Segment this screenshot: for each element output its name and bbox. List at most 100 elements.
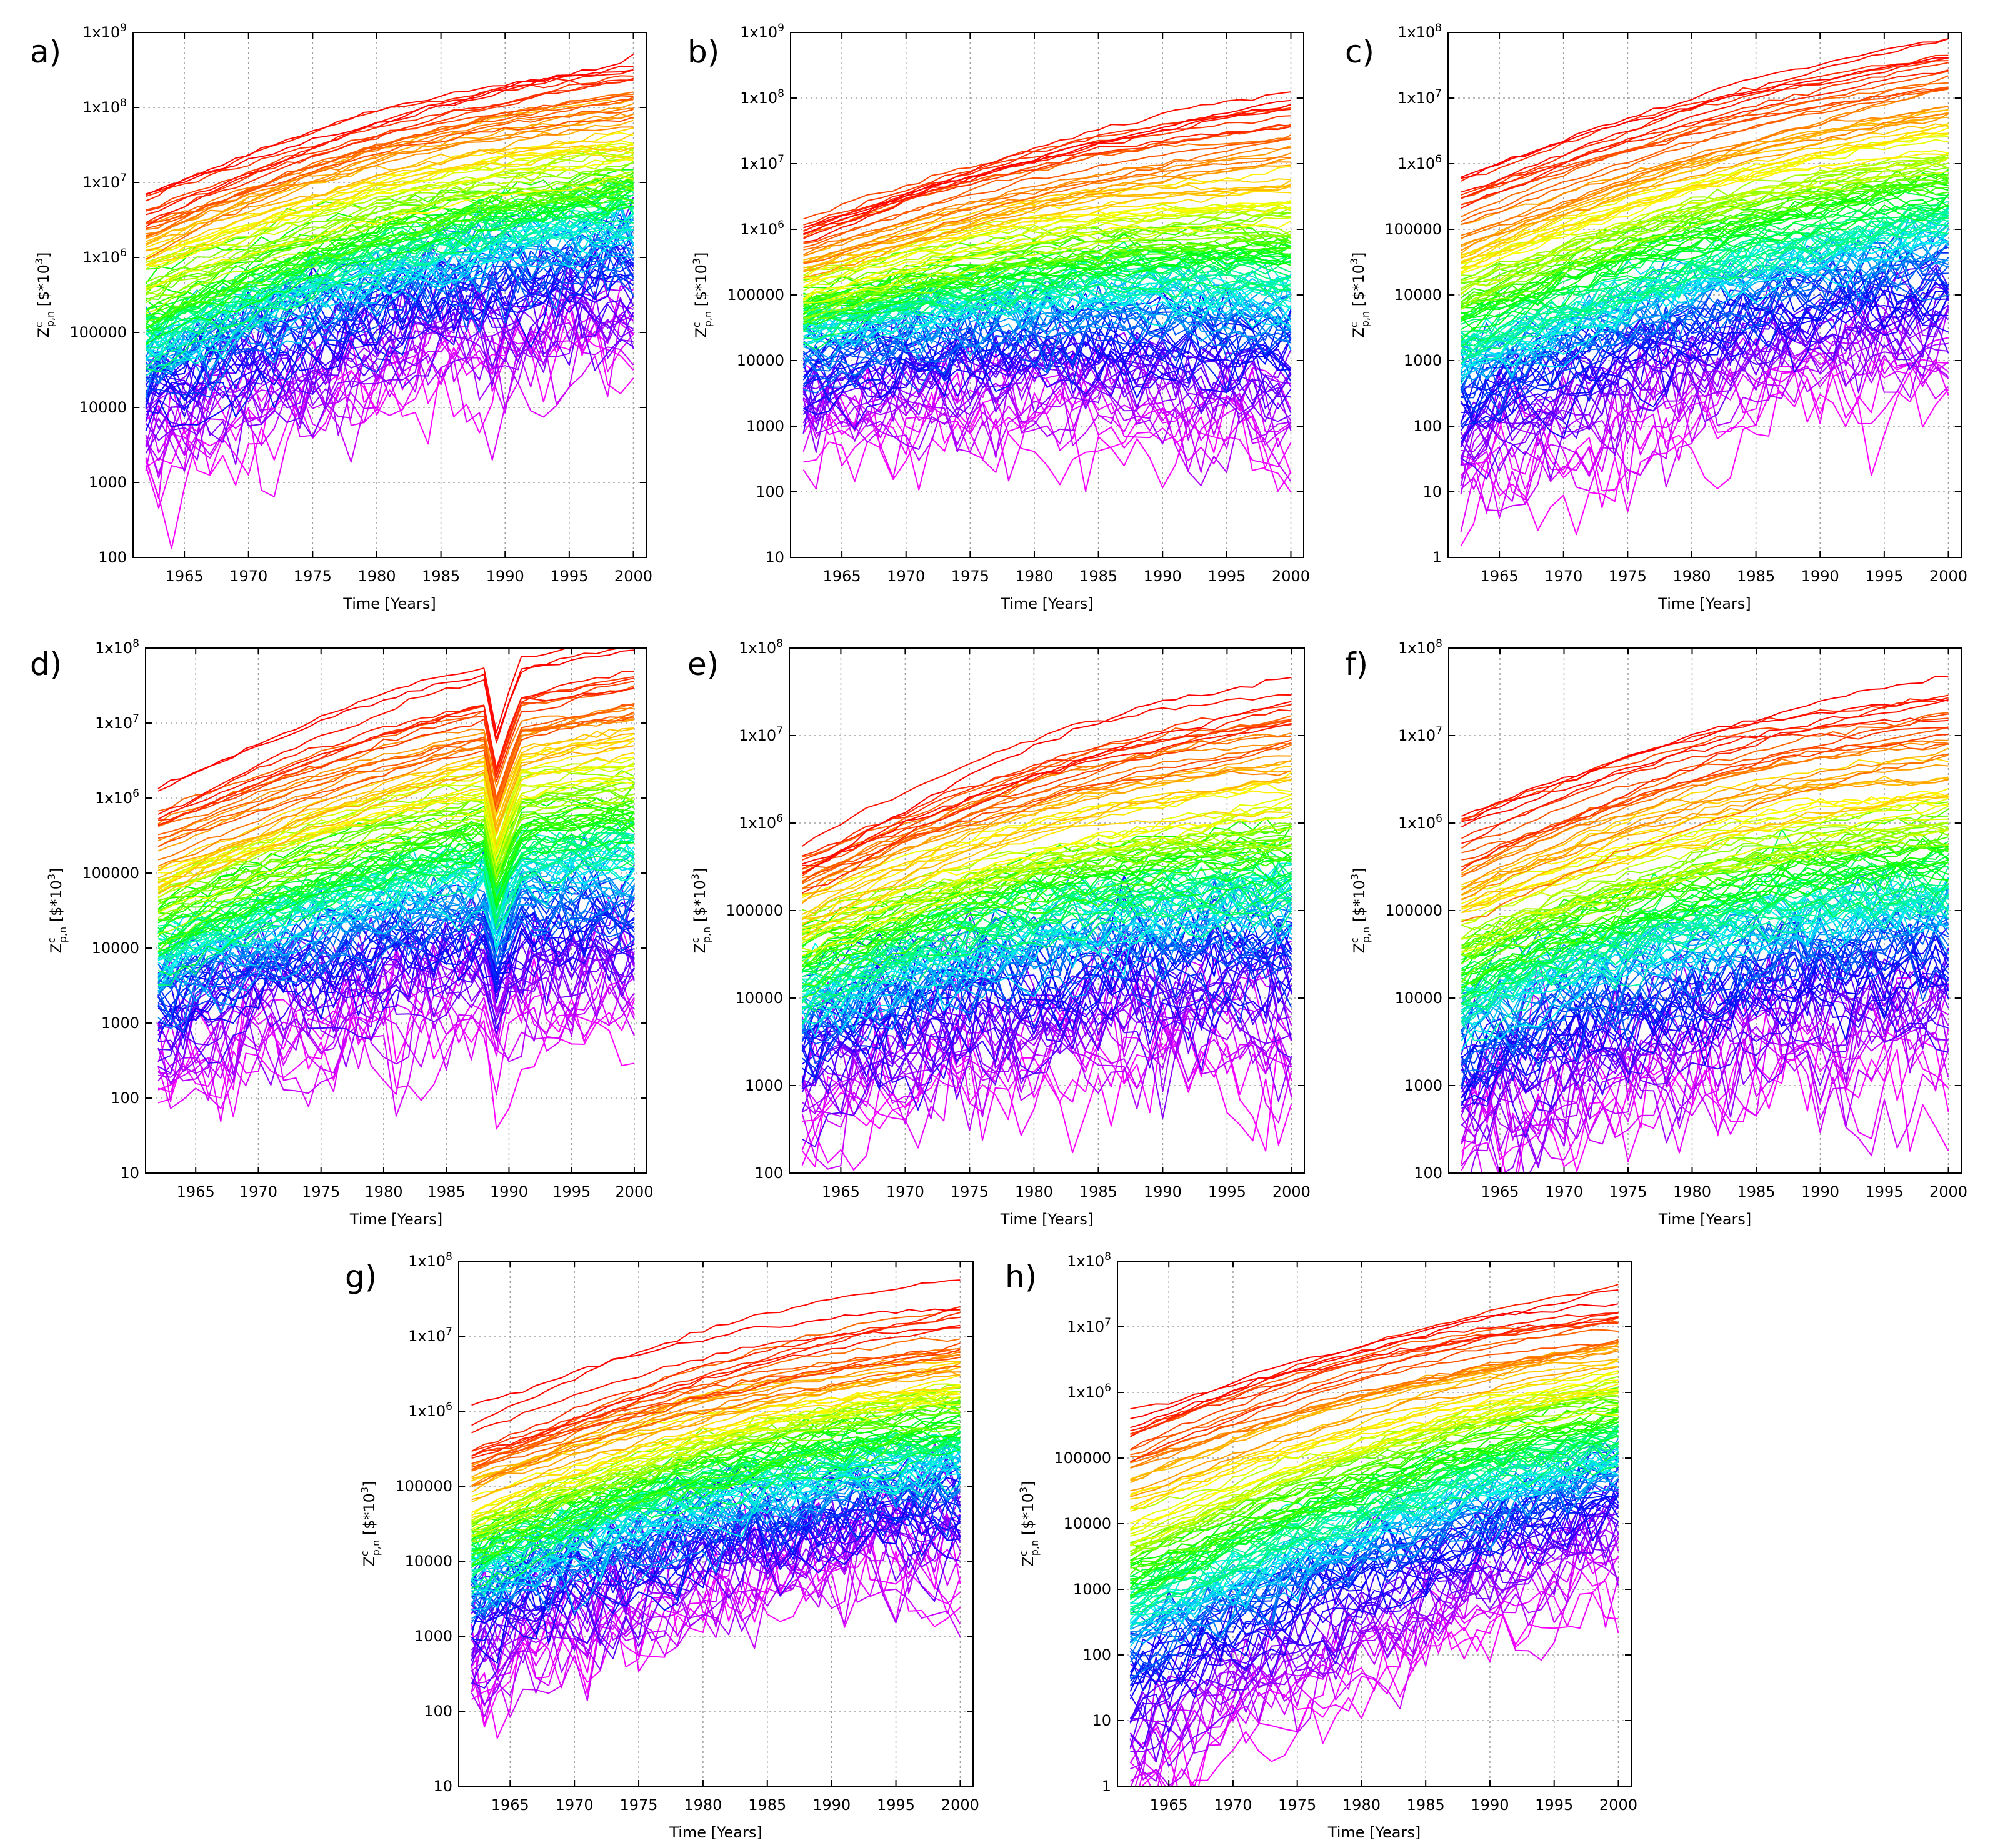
y-tick-label: 10000 [736, 989, 783, 1007]
series-line [471, 1366, 961, 1471]
series-line [471, 1403, 961, 1522]
series-line [471, 1531, 961, 1718]
series-line [1460, 301, 1949, 440]
series-line [157, 833, 635, 975]
series-line [471, 1309, 961, 1471]
x-tick-label: 1965 [822, 1183, 860, 1201]
series-line [146, 174, 634, 301]
series-line [1461, 69, 1949, 199]
series-line [145, 213, 634, 351]
series-line [1461, 183, 1949, 302]
panel-d: d) 1965 1970 1975 1980 1985 1990 1995 2000 10 100 1… [30, 637, 653, 1228]
plot-frame [132, 32, 647, 558]
series-line [1130, 1289, 1619, 1429]
y-tick-label: 100 [1413, 417, 1442, 435]
series-line [146, 216, 634, 319]
series-line [471, 1389, 961, 1482]
series-line [1461, 171, 1949, 282]
series-line [1130, 1312, 1619, 1462]
x-tick-label: 1980 [1342, 1796, 1381, 1814]
series-line [803, 137, 1291, 238]
y-tick-label: 1x107 [1397, 87, 1442, 107]
series-line [1461, 830, 1949, 940]
series-line [801, 901, 1292, 1025]
series-line [157, 896, 635, 1064]
series-line [158, 809, 635, 921]
panel-a: a) 1965 1970 1975 1980 1985 1990 1995 2000 100 100… [30, 22, 652, 612]
series-line [1129, 1516, 1619, 1782]
series-line [1461, 824, 1949, 921]
series-line [471, 1460, 961, 1579]
panel-c: c) 1965 1970 1975 1980 1985 1990 1995 2000 1 10 100… [1345, 22, 1967, 612]
series-line [1130, 1389, 1619, 1524]
series-group [1460, 38, 1949, 547]
series-line [802, 856, 1292, 999]
series-line [1461, 244, 1949, 391]
series-line [803, 301, 1292, 367]
series-line [471, 1425, 961, 1553]
series-line [157, 671, 634, 820]
y-axis-title: Zcp,n [$*103] [1348, 252, 1371, 337]
series-line [802, 314, 1292, 434]
series-line [802, 337, 1292, 461]
series-line [1129, 1387, 1619, 1576]
series-line [1460, 201, 1949, 361]
series-line [157, 883, 635, 977]
x-tick-label: 1965 [1150, 1796, 1188, 1814]
y-tick-label: 10 [1422, 483, 1442, 501]
series-line [803, 152, 1291, 257]
series-line [157, 987, 635, 1117]
y-tick-label: 1x108 [408, 1251, 452, 1270]
y-tick-label: 1x106 [1398, 812, 1442, 832]
series-line [1461, 87, 1949, 206]
series-line [157, 677, 635, 826]
series-line [145, 147, 634, 304]
series-line [1129, 1496, 1619, 1686]
series-line [802, 874, 1292, 993]
series-line [1130, 1429, 1619, 1591]
series-line [1461, 753, 1949, 922]
series-line [1461, 927, 1949, 1075]
series-line [1461, 877, 1949, 1055]
series-line [471, 1435, 961, 1566]
x-tick-label: 1990 [1144, 1183, 1182, 1201]
y-axis-title: Zcp,n [$*103] [1349, 867, 1372, 953]
series-line [1130, 1339, 1619, 1451]
series-line [471, 1396, 961, 1517]
series-line [471, 1437, 961, 1560]
series-line [1460, 292, 1949, 429]
series-line [471, 1362, 961, 1486]
y-tick-label: 1x108 [739, 637, 783, 657]
series-line [145, 246, 634, 395]
series-line [1461, 871, 1949, 1026]
series-line [145, 259, 634, 466]
series-line [146, 132, 634, 267]
series-line [157, 877, 635, 989]
series-line [802, 357, 1292, 486]
series-line [801, 999, 1292, 1171]
x-tick-label: 1990 [1471, 1796, 1509, 1814]
series-line [471, 1437, 961, 1560]
x-tick-label: 1990 [1144, 567, 1182, 585]
y-axis-title: Zcp,n [$*103] [691, 252, 714, 337]
series-line [1461, 124, 1949, 264]
series-line [1461, 174, 1949, 310]
series-line [146, 142, 634, 269]
series-line [157, 745, 635, 871]
series-line [803, 164, 1291, 272]
x-tick-label: 1990 [812, 1796, 851, 1814]
series-line [157, 770, 635, 952]
series-line [146, 103, 634, 252]
series-line [1130, 1506, 1619, 1752]
series-line [1461, 122, 1949, 262]
series-line [146, 139, 634, 258]
y-tick-label: 1x108 [740, 87, 784, 107]
series-line [1129, 1459, 1619, 1630]
series-line [1130, 1372, 1619, 1529]
series-line [1129, 1529, 1619, 1749]
series-line [145, 179, 634, 369]
x-tick-label: 1985 [422, 567, 460, 585]
series-line [1130, 1492, 1619, 1686]
series-line [1461, 159, 1949, 291]
series-line [157, 875, 635, 1007]
